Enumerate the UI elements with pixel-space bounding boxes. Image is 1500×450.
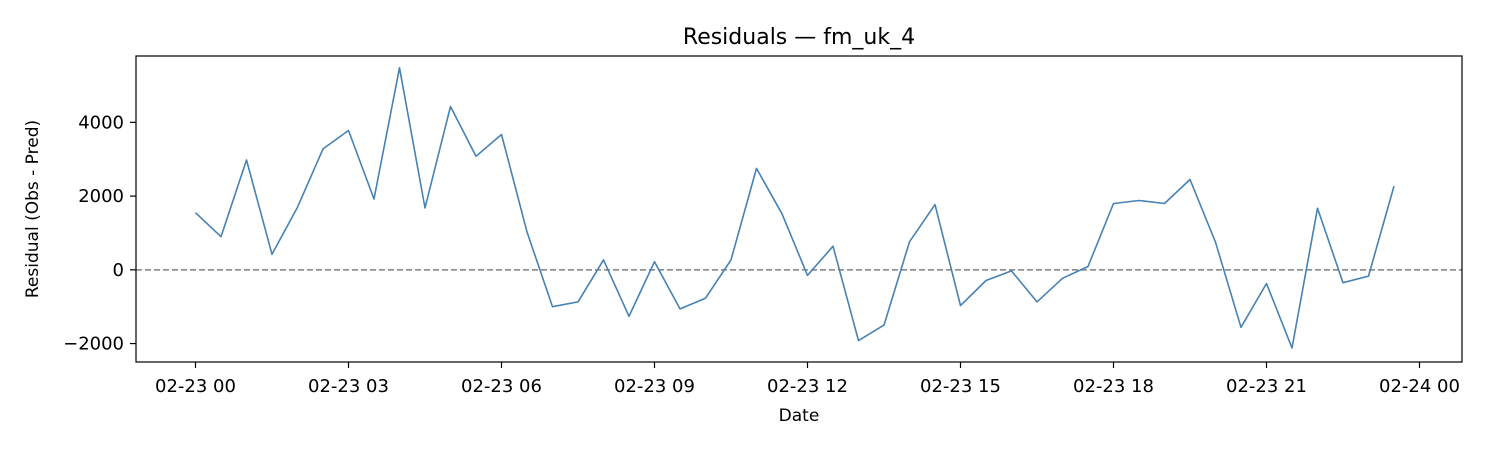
x-tick-label: 02-23 12 [767,376,848,397]
residual-series-line [194,67,1395,349]
y-axis-label: Residual (Obs - Pred) [23,120,43,298]
x-tick-label: 02-23 00 [155,376,236,397]
y-tick-label: −2000 [63,334,124,355]
x-axis-label: Date [779,406,820,426]
x-tick-label: 02-23 03 [308,376,389,397]
y-tick-label: 4000 [78,112,124,133]
x-tick-label: 02-24 00 [1379,376,1460,397]
x-tick-label: 02-23 06 [461,376,542,397]
x-tick-label: 02-23 18 [1073,376,1154,397]
x-tick-label: 02-23 21 [1226,376,1307,397]
y-tick-label: 0 [113,260,124,281]
x-tick-label: 02-23 09 [614,376,695,397]
chart-title: Residuals — fm_uk_4 [683,25,915,50]
x-tick-label: 02-23 15 [920,376,1001,397]
plot-frame [135,55,1463,363]
y-tick-label: 2000 [78,186,124,207]
